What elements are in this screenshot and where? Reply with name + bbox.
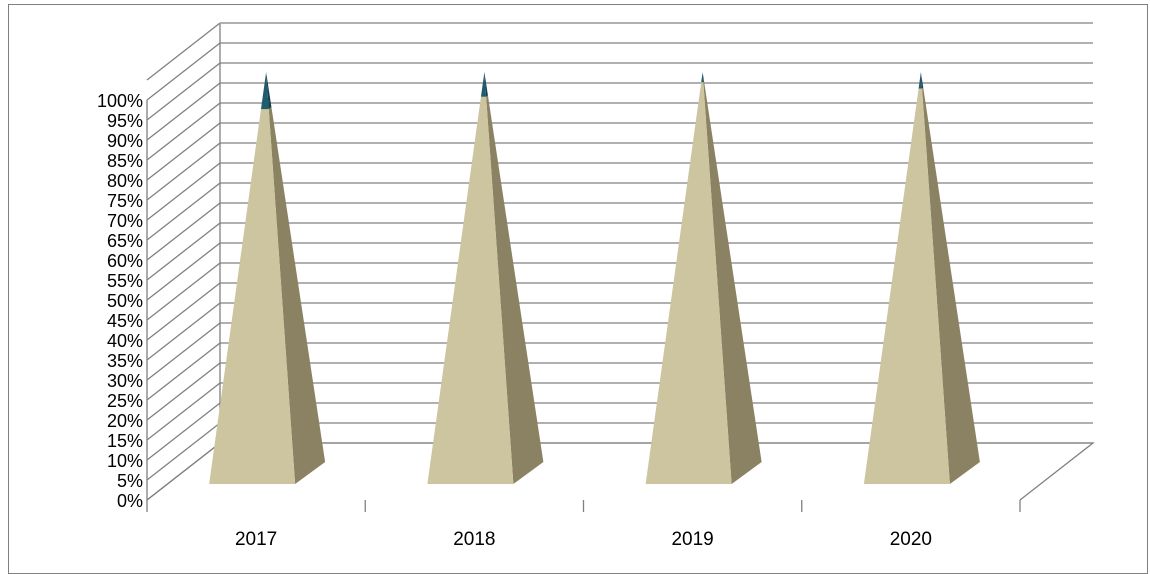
gridline-side bbox=[146, 382, 221, 441]
x-category-label: 2019 bbox=[671, 529, 713, 550]
y-tick-label: 40% bbox=[107, 331, 143, 351]
x-category-label: 2018 bbox=[453, 529, 495, 550]
gridline-side bbox=[146, 322, 221, 381]
y-tick-label: 80% bbox=[107, 171, 143, 191]
gridline-side bbox=[146, 222, 221, 281]
pyramid-side-face bbox=[922, 87, 980, 484]
x-category-label: 2017 bbox=[235, 529, 277, 550]
x-axis: 2017 2018 2019 2020 bbox=[146, 500, 1021, 550]
y-tick-label: 45% bbox=[107, 311, 143, 331]
pyramid-tip-front-face bbox=[918, 72, 923, 89]
gridline-side bbox=[146, 342, 221, 401]
y-tick-label: 5% bbox=[117, 471, 143, 491]
y-tick-label: 60% bbox=[107, 251, 143, 271]
pyramid-side-face bbox=[268, 107, 326, 484]
pyramid-front-face bbox=[427, 96, 514, 484]
gridline-side bbox=[146, 402, 221, 461]
pyramid-front-face bbox=[863, 88, 950, 484]
gridline-side bbox=[146, 162, 221, 221]
pyramid-tip-side-face bbox=[702, 72, 705, 83]
y-tick-label: 0% bbox=[117, 491, 143, 511]
y-tick-label: 85% bbox=[107, 151, 143, 171]
gridline-side bbox=[146, 122, 221, 181]
gridline-side bbox=[146, 362, 221, 421]
x-category-label: 2020 bbox=[890, 529, 932, 550]
pyramid-tip-side-face bbox=[266, 72, 272, 110]
gridline-side bbox=[146, 242, 221, 301]
y-tick-label: 25% bbox=[107, 391, 143, 411]
y-tick-label: 100% bbox=[97, 91, 143, 111]
y-tick-label: 55% bbox=[107, 271, 143, 291]
pyramid-tip-front-face bbox=[701, 72, 704, 83]
pyramid-series bbox=[209, 72, 980, 485]
y-tick-label: 50% bbox=[107, 291, 143, 311]
pyramid-front-face bbox=[645, 82, 732, 485]
gridline-side bbox=[146, 102, 221, 161]
pyramid-tip-side-face bbox=[920, 72, 924, 89]
gridline-side bbox=[146, 282, 221, 341]
pyramid-front-face bbox=[209, 109, 296, 484]
gridline-side bbox=[146, 202, 221, 261]
pyramid-side-face bbox=[703, 81, 762, 484]
y-tick-label: 95% bbox=[107, 111, 143, 131]
chart-frame bbox=[8, 4, 1148, 574]
y-tick-label: 35% bbox=[107, 351, 143, 371]
pyramid-tip-front-face bbox=[260, 72, 269, 110]
y-axis: 0%5%10%15%20%25%30%35%40%45%50%55%60%65%… bbox=[97, 91, 143, 511]
gridline-side bbox=[146, 262, 221, 321]
y-tick-label: 75% bbox=[107, 191, 143, 211]
y-tick-label: 20% bbox=[107, 411, 143, 431]
y-tick-label: 65% bbox=[107, 231, 143, 251]
y-tick-label: 15% bbox=[107, 431, 143, 451]
gridline-side bbox=[146, 142, 221, 201]
gridline-side bbox=[146, 182, 221, 241]
gridline-side bbox=[146, 302, 221, 361]
y-tick-label: 90% bbox=[107, 131, 143, 151]
gridline-side bbox=[146, 22, 221, 81]
gridline-side bbox=[146, 42, 221, 101]
gridline-side bbox=[146, 62, 221, 121]
gridline-side bbox=[146, 82, 221, 141]
pyramid-tip-front-face bbox=[480, 72, 487, 97]
pyramid-side-face bbox=[486, 95, 544, 485]
y-tick-label: 30% bbox=[107, 371, 143, 391]
y-tick-label: 70% bbox=[107, 211, 143, 231]
y-tick-label: 10% bbox=[107, 451, 143, 471]
gridline-side bbox=[146, 442, 221, 501]
pyramid-tip-side-face bbox=[484, 72, 488, 97]
gridline-side bbox=[146, 422, 221, 481]
